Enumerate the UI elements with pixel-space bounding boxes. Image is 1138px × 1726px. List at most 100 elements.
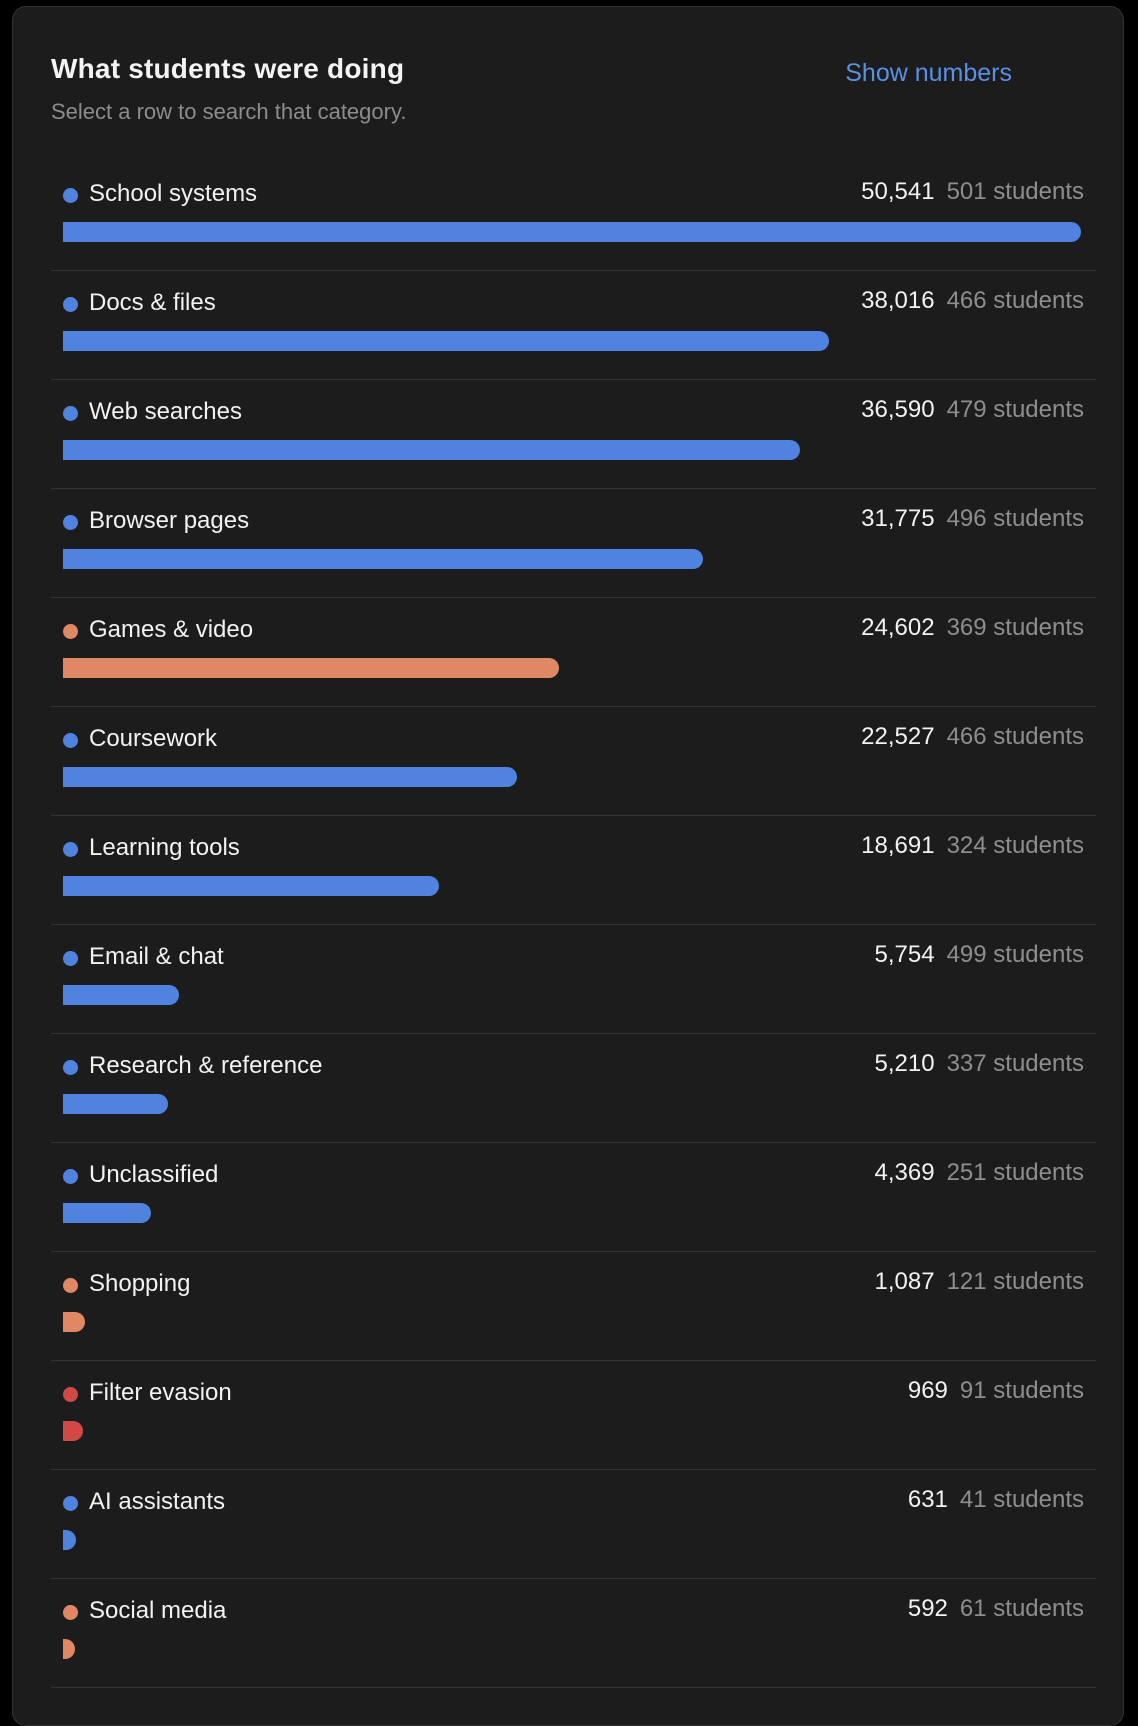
event-count: 631: [907, 1486, 948, 1513]
category-color-dot: [63, 1278, 78, 1293]
category-bar: [63, 1312, 85, 1332]
category-bar: [63, 985, 179, 1005]
category-bar: [63, 658, 559, 678]
category-bar: [63, 1203, 151, 1223]
category-label: Learning tools: [89, 834, 240, 861]
category-stats: 36,590 479 students: [861, 396, 1084, 424]
category-color-dot: [63, 1605, 78, 1620]
category-color-dot: [63, 1496, 78, 1511]
event-count: 24,602: [861, 614, 935, 641]
category-row[interactable]: Filter evasion 969 91 students: [51, 1361, 1096, 1470]
category-list: School systems 50,541 501 students Docs & f…: [51, 162, 1096, 1688]
category-label: Research & reference: [89, 1052, 323, 1079]
category-row[interactable]: Shopping 1,087 121 students: [51, 1252, 1096, 1361]
activity-card: What students were doing Select a row to…: [12, 6, 1124, 1726]
category-label: Social media: [89, 1597, 227, 1624]
category-label: Browser pages: [89, 507, 250, 534]
category-stats: 31,775 496 students: [861, 505, 1084, 533]
category-stats: 5,754 499 students: [875, 941, 1085, 969]
category-stats: 4,369 251 students: [875, 1159, 1085, 1187]
category-row[interactable]: Research & reference 5,210 337 students: [51, 1034, 1096, 1143]
category-color-dot: [63, 1169, 78, 1184]
category-stats: 592 61 students: [908, 1595, 1084, 1623]
category-color-dot: [63, 297, 78, 312]
category-label: School systems: [89, 180, 258, 207]
event-count: 31,775: [861, 505, 935, 532]
category-color-dot: [63, 1060, 78, 1075]
category-label: Filter evasion: [89, 1379, 232, 1406]
student-count: 479 students: [946, 396, 1084, 423]
category-label: AI assistants: [89, 1488, 226, 1515]
category-label: Games & video: [89, 616, 254, 643]
category-label: Docs & files: [89, 289, 216, 316]
show-numbers-link[interactable]: Show numbers: [845, 59, 1012, 87]
category-row[interactable]: School systems 50,541 501 students: [51, 162, 1096, 271]
category-stats: 631 41 students: [908, 1486, 1084, 1514]
category-stats: 1,087 121 students: [875, 1268, 1085, 1296]
category-label: Shopping: [89, 1270, 191, 1297]
event-count: 36,590: [861, 396, 935, 423]
category-row[interactable]: Unclassified 4,369 251 students: [51, 1143, 1096, 1252]
event-count: 1,087: [874, 1268, 935, 1295]
student-count: 121 students: [946, 1268, 1084, 1295]
student-count: 466 students: [946, 723, 1084, 750]
category-row[interactable]: Coursework 22,527 466 students: [51, 707, 1096, 816]
category-bar: [63, 1094, 168, 1114]
card-subtitle: Select a row to search that category.: [51, 99, 407, 124]
event-count: 969: [907, 1377, 948, 1404]
category-stats: 50,541 501 students: [861, 178, 1084, 206]
student-count: 324 students: [946, 832, 1084, 859]
category-stats: 24,602 369 students: [861, 614, 1084, 642]
category-stats: 969 91 students: [908, 1377, 1084, 1405]
category-row[interactable]: Docs & files 38,016 466 students: [51, 271, 1096, 380]
category-stats: 38,016 466 students: [861, 287, 1084, 315]
event-count: 5,210: [874, 1050, 935, 1077]
category-color-dot: [63, 624, 78, 639]
category-color-dot: [63, 951, 78, 966]
category-bar: [63, 331, 829, 351]
category-bar: [63, 1639, 75, 1659]
category-color-dot: [63, 1387, 78, 1402]
category-bar: [63, 1530, 76, 1550]
category-bar: [63, 876, 439, 896]
student-count: 251 students: [946, 1159, 1084, 1186]
category-row[interactable]: Games & video 24,602 369 students: [51, 598, 1096, 707]
category-stats: 18,691 324 students: [861, 832, 1084, 860]
category-bar: [63, 440, 800, 460]
category-row[interactable]: Browser pages 31,775 496 students: [51, 489, 1096, 598]
event-count: 38,016: [861, 287, 935, 314]
category-bar: [63, 549, 703, 569]
category-label: Unclassified: [89, 1161, 219, 1188]
student-count: 337 students: [946, 1050, 1084, 1077]
student-count: 91 students: [959, 1377, 1084, 1404]
category-label: Email & chat: [89, 943, 224, 970]
student-count: 41 students: [959, 1486, 1084, 1513]
category-color-dot: [63, 515, 78, 530]
card-title: What students were doing: [51, 53, 405, 84]
student-count: 499 students: [946, 941, 1084, 968]
category-row[interactable]: Social media 592 61 students: [51, 1579, 1096, 1688]
event-count: 592: [907, 1595, 948, 1622]
event-count: 50,541: [861, 178, 935, 205]
event-count: 18,691: [861, 832, 935, 859]
category-color-dot: [63, 188, 78, 203]
category-label: Web searches: [89, 398, 242, 425]
category-bar: [63, 222, 1081, 242]
category-row[interactable]: Learning tools 18,691 324 students: [51, 816, 1096, 925]
event-count: 22,527: [861, 723, 935, 750]
category-color-dot: [63, 842, 78, 857]
event-count: 5,754: [874, 941, 935, 968]
category-bar: [63, 1421, 83, 1441]
category-stats: 22,527 466 students: [861, 723, 1084, 751]
category-row[interactable]: AI assistants 631 41 students: [51, 1470, 1096, 1579]
category-label: Coursework: [89, 725, 218, 752]
student-count: 61 students: [959, 1595, 1084, 1622]
category-row[interactable]: Email & chat 5,754 499 students: [51, 925, 1096, 1034]
category-color-dot: [63, 406, 78, 421]
student-count: 466 students: [946, 287, 1084, 314]
event-count: 4,369: [874, 1159, 935, 1186]
category-color-dot: [63, 733, 78, 748]
student-count: 496 students: [946, 505, 1084, 532]
student-count: 501 students: [946, 178, 1084, 205]
category-row[interactable]: Web searches 36,590 479 students: [51, 380, 1096, 489]
